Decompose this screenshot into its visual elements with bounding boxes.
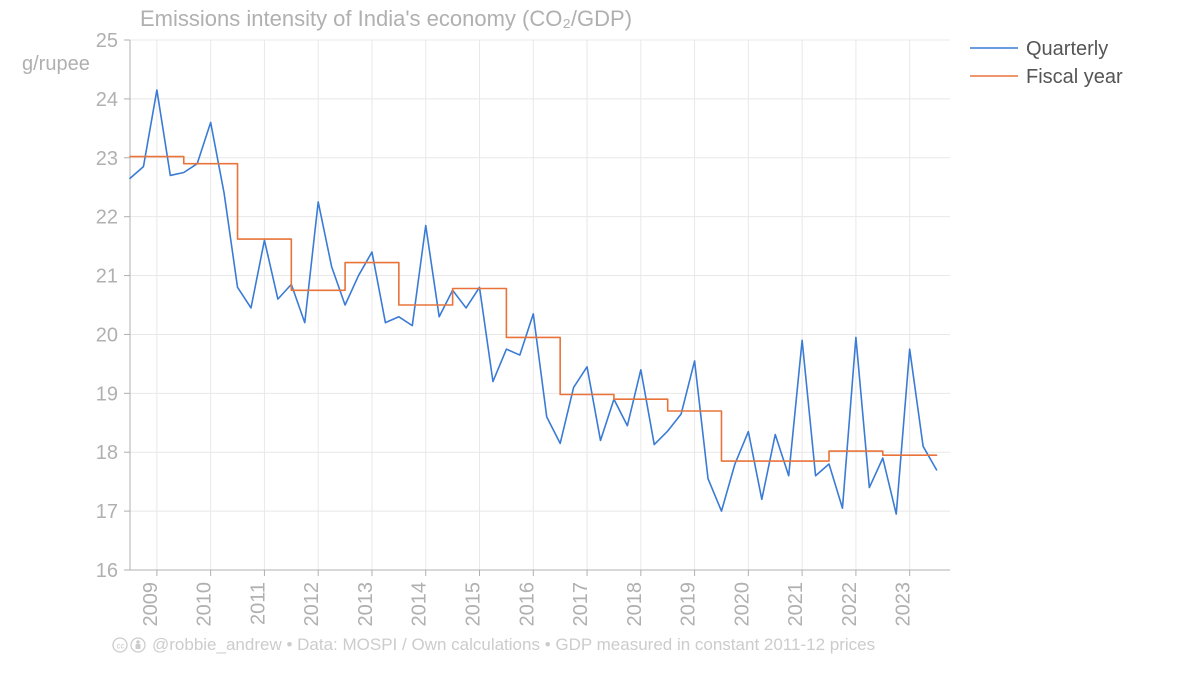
y-tick-label: 19 bbox=[96, 383, 118, 405]
x-tick-label: 2013 bbox=[355, 582, 377, 627]
x-tick-label: 2009 bbox=[140, 582, 162, 627]
y-tick-label: 17 bbox=[96, 501, 118, 523]
x-tick-label: 2014 bbox=[409, 582, 431, 627]
x-tick-label: 2017 bbox=[570, 582, 592, 627]
y-axis-unit-label: g/rupee bbox=[22, 53, 90, 75]
footer: cc @robbie_andrew • Data: MOSPI / Own cal… bbox=[113, 635, 875, 654]
by-icon-body bbox=[136, 644, 141, 649]
y-tick-label: 20 bbox=[96, 324, 118, 346]
y-tick-label: 16 bbox=[96, 560, 118, 582]
by-icon-head bbox=[136, 640, 140, 644]
emissions-intensity-chart: 1617181920212223242520092010201120122013… bbox=[0, 0, 1200, 675]
x-tick-label: 2020 bbox=[731, 582, 753, 627]
y-tick-label: 25 bbox=[96, 30, 118, 52]
footer-text: @robbie_andrew • Data: MOSPI / Own calcu… bbox=[152, 635, 875, 654]
x-tick-label: 2011 bbox=[247, 582, 269, 625]
x-tick-label: 2010 bbox=[194, 582, 216, 627]
x-tick-label: 2019 bbox=[678, 582, 700, 627]
chart-title: Emissions intensity of India's economy (… bbox=[140, 6, 632, 31]
x-tick-label: 2012 bbox=[301, 582, 323, 627]
x-tick-label: 2016 bbox=[516, 582, 538, 627]
y-tick-label: 23 bbox=[96, 148, 118, 170]
x-tick-label: 2015 bbox=[463, 582, 485, 627]
y-tick-label: 18 bbox=[96, 442, 118, 464]
y-tick-label: 21 bbox=[96, 266, 118, 288]
y-tick-label: 24 bbox=[96, 89, 118, 111]
cc-icon-text: cc bbox=[117, 642, 125, 651]
x-tick-label: 2022 bbox=[839, 582, 861, 627]
x-tick-label: 2018 bbox=[624, 582, 646, 627]
y-tick-label: 22 bbox=[96, 207, 118, 229]
x-tick-label: 2021 bbox=[785, 582, 807, 627]
x-tick-label: 2023 bbox=[893, 582, 915, 627]
legend-label: Fiscal year bbox=[1026, 66, 1123, 88]
legend-label: Quarterly bbox=[1026, 38, 1108, 60]
